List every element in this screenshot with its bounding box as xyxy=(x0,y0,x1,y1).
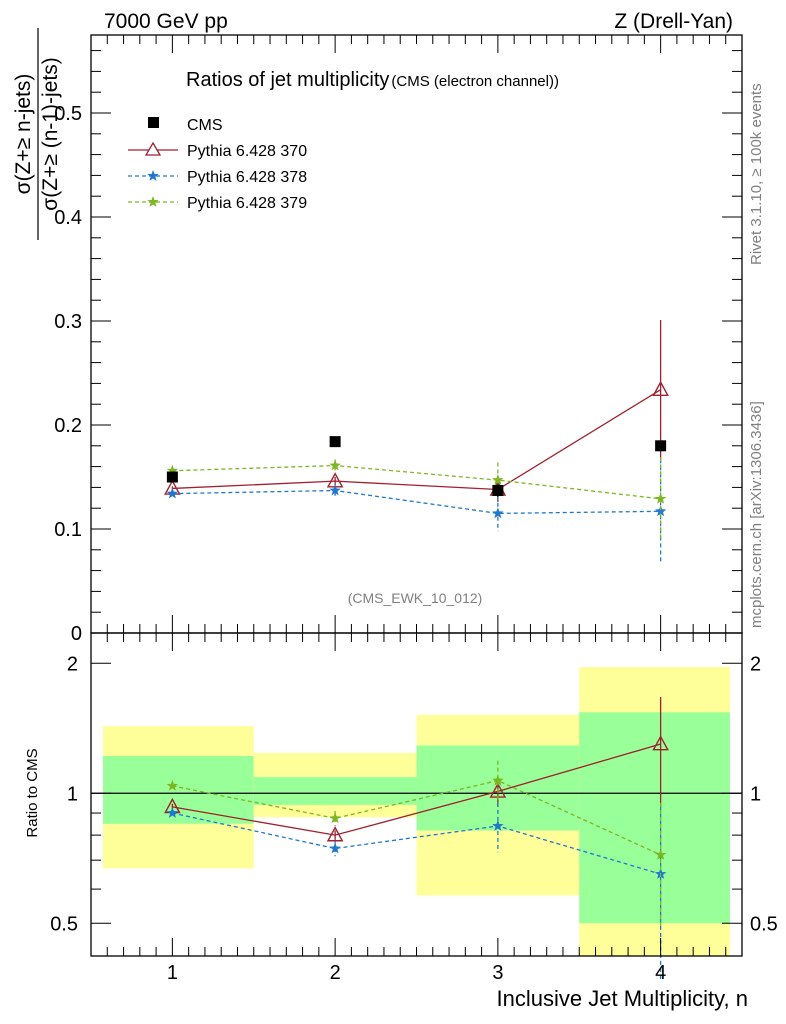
ratio-band-green xyxy=(253,777,417,805)
main-data-point xyxy=(329,436,341,448)
mcplots-credit-label: mcplots.cern.ch [arXiv:1306.3436] xyxy=(748,401,765,628)
main-series-3 xyxy=(166,457,667,541)
main-triangle-marker xyxy=(652,380,669,396)
main-series-1 xyxy=(164,319,669,502)
main-data-point xyxy=(492,485,504,497)
legend-label-cms: CMS xyxy=(187,117,223,134)
ratio-star-marker xyxy=(329,812,341,824)
legend-label-379: Pythia 6.428 379 xyxy=(187,195,307,212)
ratio-axis-ticks: 0.5 0.5 1 1 2 2 1 2 3 4 xyxy=(50,633,778,984)
main-star-marker xyxy=(492,507,504,519)
main-series-line xyxy=(172,389,661,491)
ratio-triangle-marker xyxy=(652,735,669,751)
analysis-id-watermark: (CMS_EWK_10_012) xyxy=(348,590,483,606)
legend-marker-378 xyxy=(147,170,159,181)
ratio-series-2 xyxy=(166,760,667,928)
main-star-marker xyxy=(492,474,504,485)
y-label-denominator: σ(Z+≥ (n-1)-jets) xyxy=(39,57,62,210)
main-star-marker xyxy=(166,487,179,499)
ratio-star-marker xyxy=(654,848,667,860)
ratio-triangle-marker xyxy=(326,826,344,842)
main-star-marker xyxy=(654,492,667,504)
main-star-marker xyxy=(329,459,341,471)
x-axis-label: Inclusive Jet Multiplicity, n xyxy=(497,986,748,1011)
ratio-y-axis-label: Ratio to CMS xyxy=(24,748,41,837)
main-series-layer xyxy=(164,319,669,564)
rivet-version-label: Rivet 3.1.10, ≥ 100k events xyxy=(748,83,765,265)
ratio-star-marker xyxy=(166,807,179,818)
main-axis-ticks: 0 0.1 0.2 0.3 0.4 0.5 xyxy=(54,35,743,645)
ratio-series-line xyxy=(172,743,661,836)
y-label-numerator: σ(Z+≥ n-jets) xyxy=(12,74,35,195)
process-label: Z (Drell-Yan) xyxy=(614,10,733,33)
main-series-line xyxy=(172,464,661,500)
ratio-band-green xyxy=(579,712,730,924)
main-data-point xyxy=(166,471,178,483)
main-star-marker xyxy=(654,505,667,517)
main-y-tick-label: 0 xyxy=(71,623,82,645)
x-tick-label: 3 xyxy=(492,962,503,984)
ratio-y-tick-label-left: 2 xyxy=(67,653,78,675)
ratio-series-line xyxy=(172,812,661,875)
main-star-marker xyxy=(329,484,341,496)
main-star-marker xyxy=(166,464,179,476)
main-y-tick-label: 0.3 xyxy=(54,311,82,333)
legend-marker-379 xyxy=(147,196,159,207)
main-y-tick-label: 0.4 xyxy=(54,207,82,229)
energy-label: 7000 GeV pp xyxy=(104,10,228,33)
x-tick-label: 4 xyxy=(655,962,666,984)
ratio-y-tick-label-left: 1 xyxy=(67,783,78,805)
ratio-star-marker xyxy=(492,774,504,786)
legend-marker-370 xyxy=(144,141,162,156)
main-y-tick-label: 0.5 xyxy=(54,103,82,125)
main-series-line xyxy=(172,489,661,515)
x-tick-label: 1 xyxy=(167,962,178,984)
chart-title: Ratios of jet multiplicity (CMS (electron… xyxy=(186,69,559,91)
ratio-y-tick-label-right: 0.5 xyxy=(750,913,778,935)
x-tick-label: 2 xyxy=(330,962,341,984)
ratio-y-tick-label-left: 0.5 xyxy=(50,913,78,935)
ratio-star-marker xyxy=(329,842,341,854)
main-series-0 xyxy=(166,436,667,497)
main-y-tick-label: 0.1 xyxy=(54,519,82,541)
ratio-y-tick-label-right: 1 xyxy=(750,783,761,805)
main-data-point xyxy=(655,440,667,452)
ratio-star-marker xyxy=(166,779,179,791)
legend-marker-cms xyxy=(148,117,159,128)
main-y-axis-label: σ(Z+≥ n-jets) σ(Z+≥ (n-1)-jets) xyxy=(12,28,62,240)
legend: CMS Pythia 6.428 370 Pythia 6.428 378 Py… xyxy=(128,117,307,212)
main-y-tick-label: 0.2 xyxy=(54,415,82,437)
ratio-star-marker xyxy=(492,819,504,831)
legend-label-378: Pythia 6.428 378 xyxy=(187,169,307,186)
ratio-band-green xyxy=(103,755,254,824)
ratio-series-line xyxy=(172,779,661,856)
legend-label-370: Pythia 6.428 370 xyxy=(187,143,307,160)
ratio-y-tick-label-right: 2 xyxy=(750,653,761,675)
ratio-series-layer xyxy=(164,697,669,980)
main-series-2 xyxy=(166,459,667,564)
